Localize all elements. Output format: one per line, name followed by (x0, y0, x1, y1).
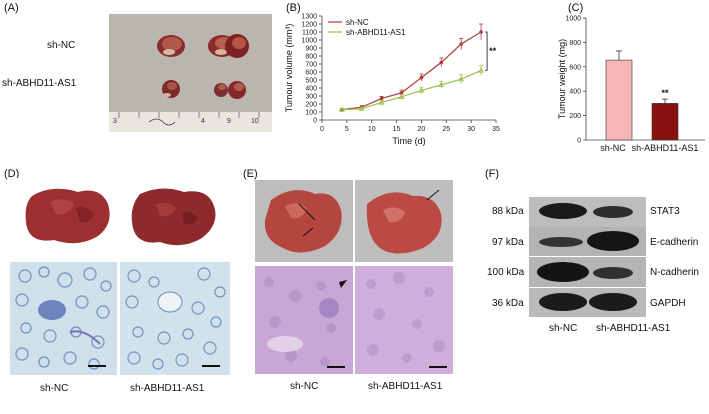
y-tick-label: 600 (305, 70, 317, 77)
data-point (478, 67, 485, 73)
panel-a-row-label-1: sh-NC (47, 40, 76, 51)
x-tick-label: 15 (393, 126, 401, 133)
y-tick-label: 1100 (302, 30, 317, 37)
y-tick-label: 400 (569, 89, 581, 96)
data-point (419, 75, 424, 80)
y-tick-label: 800 (569, 40, 581, 47)
data-point (378, 99, 385, 105)
data-point (418, 87, 425, 93)
data-point (459, 42, 463, 46)
tumor-photo: 3 4 9 10 (109, 14, 272, 132)
y-tick-label: 1200 (301, 22, 317, 29)
lane-label-nc: sh-NC (549, 323, 578, 334)
band-protein: E-cadherin (650, 237, 699, 248)
panel-d-caption-nc: sh-NC (40, 383, 69, 394)
ruler-number: 4 (201, 118, 205, 125)
x-tick-label: 30 (467, 126, 475, 133)
lane-label-abhd11: sh-ABHD11-AS1 (596, 323, 671, 334)
y-tick-label: 800 (305, 54, 317, 61)
y-tick-label: 1300 (301, 14, 317, 21)
bar (605, 59, 633, 141)
y-tick-label: 200 (305, 102, 317, 109)
y-axis-title: Tumour weight (mg) (557, 39, 567, 119)
lung-histology-nc (10, 262, 117, 375)
data-point (358, 105, 365, 111)
data-point (458, 76, 465, 82)
legend-label: sh-ABHD11-AS1 (346, 28, 406, 37)
y-tick-label: 200 (569, 113, 581, 120)
y-tick-label: 900 (305, 46, 317, 53)
panel-f-label: (F) (485, 168, 500, 180)
band-kda: 88 kDa (492, 206, 524, 217)
band-kda: 97 kDa (492, 237, 524, 248)
lung-histology-abhd11 (120, 262, 230, 375)
blot-band-stat3 (529, 197, 646, 227)
band-kda: 36 kDa (492, 298, 524, 309)
x-tick-label: 25 (442, 126, 450, 133)
y-tick-label: 400 (305, 86, 317, 93)
y-tick-label: 500 (305, 78, 317, 85)
panel-e-label: (E) (243, 168, 258, 180)
y-tick-label: 600 (569, 64, 581, 71)
tumour-volume-chart: 0 5 10 15 20 25 30 3501002003004005006007008009… (284, 14, 500, 147)
band-protein: GAPDH (650, 298, 686, 309)
band-protein: STAT3 (650, 206, 680, 217)
panel-e-caption-abhd11: sh-ABHD11-AS1 (368, 381, 443, 392)
panel-a-row-label-2: sh-ABHD11-AS1 (2, 78, 77, 89)
x-tick-label: 10 (368, 126, 376, 133)
tumour-weight-chart: 0 200 400 600 800 1000 Tumour weight (mg) sh-NC… (557, 16, 705, 153)
panel-d-label: (D) (4, 168, 20, 180)
legend-label: sh-NC (346, 18, 369, 27)
y-tick-label: 300 (305, 94, 317, 101)
x-tick-label: 5 (345, 126, 349, 133)
lung-photo-e-nc (255, 180, 353, 262)
panel-e-caption-nc: sh-NC (290, 381, 319, 392)
series-line (341, 31, 482, 111)
blot-band-e-cadherin (529, 227, 646, 256)
y-tick-label: 700 (305, 62, 317, 69)
y-tick-label: 100 (305, 110, 317, 117)
y-tick-label: 1000 (301, 38, 317, 45)
data-point (338, 106, 345, 112)
y-tick-label: 0 (577, 138, 581, 145)
data-point (439, 60, 444, 65)
significance-label: ** (661, 88, 669, 98)
significance-bracket (485, 31, 488, 71)
significance-label: ** (489, 46, 497, 56)
panel-d-caption-abhd11: sh-ABHD11-AS1 (130, 383, 205, 394)
lung-photo (10, 178, 240, 258)
x-tick-label: 0 (320, 126, 324, 133)
data-point (399, 91, 404, 95)
band-protein: N-cadherin (650, 267, 699, 278)
band-kda: 100 kDa (487, 267, 525, 278)
panel-b-label: (B) (286, 2, 301, 14)
y-tick-label: 1000 (565, 16, 581, 23)
x-tick-label: 35 (492, 126, 500, 133)
ruler-number: 3 (113, 118, 117, 125)
blot-band-gapdh (529, 288, 646, 317)
panel-a-label: (A) (4, 2, 19, 14)
series-line (341, 69, 482, 111)
data-point (479, 30, 483, 34)
data-point (379, 96, 384, 101)
lung-histology-e-abhd11 (355, 266, 453, 374)
panel-c-label: (C) (568, 2, 584, 14)
x-axis-title: Time (d) (392, 136, 425, 146)
lung-photo-e-abhd11 (355, 180, 453, 262)
data-point (438, 81, 445, 87)
bar (651, 103, 679, 141)
y-axis-title: Tumour volume (mm³) (284, 24, 294, 113)
lung-histology-e-nc (255, 266, 353, 374)
data-point (398, 93, 405, 99)
category-label: sh-ABHD11-AS1 (632, 143, 699, 153)
ruler-number: 10 (251, 118, 259, 125)
ruler-number: 9 (227, 118, 231, 125)
y-tick-label: 0 (313, 118, 317, 125)
x-tick-label: 20 (418, 126, 426, 133)
category-label: sh-NC (600, 143, 626, 153)
blot-band-n-cadherin (529, 257, 646, 287)
